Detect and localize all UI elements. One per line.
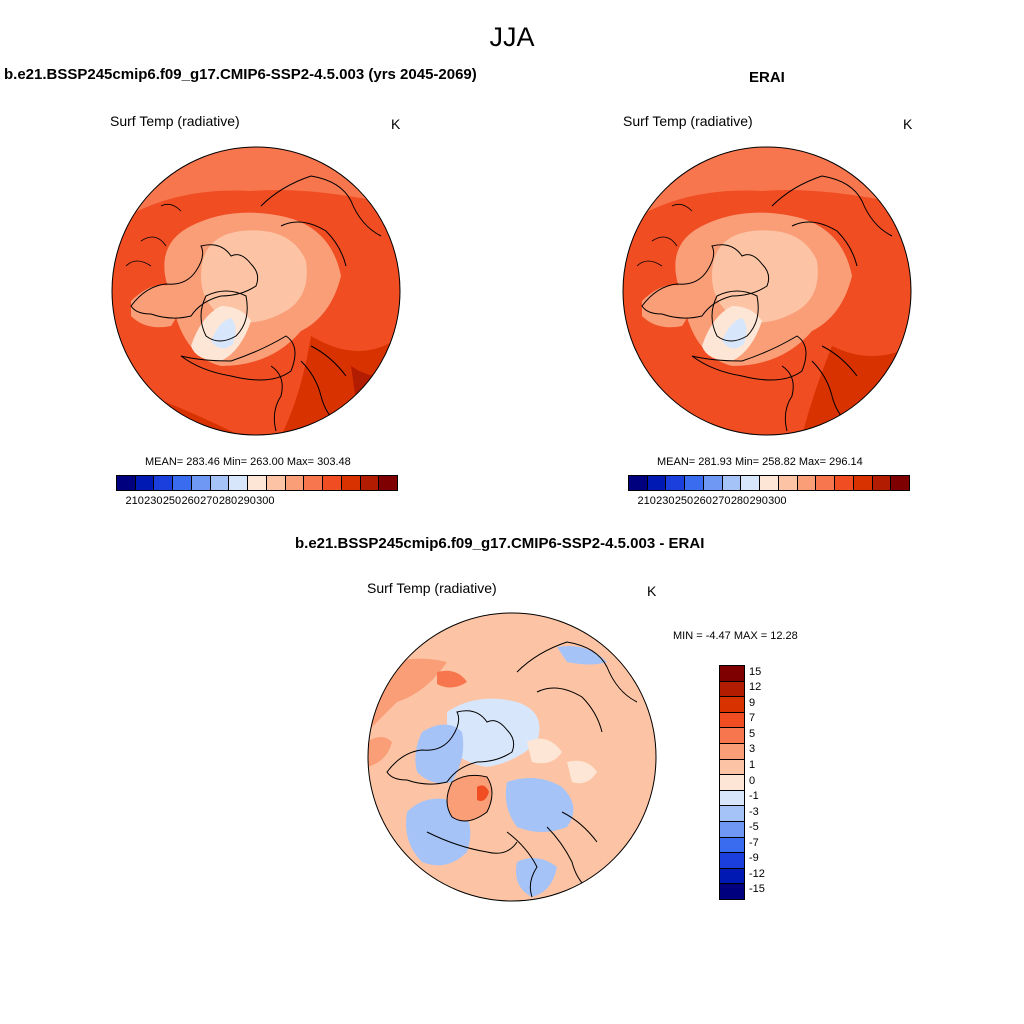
model-colorbar-swatch [229, 476, 249, 490]
model-colorbar-tick-label: 230 [144, 495, 163, 507]
diff-colorbar-tick-label: 0 [749, 774, 756, 787]
diff-colorbar-tick-label: 7 [749, 712, 756, 725]
diff-colorbar-tick-label: -7 [749, 836, 759, 849]
model-colorbar-swatch [135, 476, 155, 490]
obs-colorbar-swatch [703, 476, 723, 490]
diff-colorbar-swatch [720, 712, 744, 729]
obs-colorbar [628, 475, 910, 491]
obs-colorbar-tick-label: 260 [693, 495, 712, 507]
model-colorbar-tick-label: 280 [218, 495, 238, 507]
diff-colorbar-swatch [720, 743, 744, 760]
obs-colorbar-swatch [666, 476, 686, 490]
diff-colorbar-swatch [720, 790, 744, 807]
diff-polar-map [367, 612, 657, 902]
main-title: JJA [489, 22, 535, 52]
model-colorbar-swatch [248, 476, 267, 490]
model-colorbar-swatch [266, 476, 286, 490]
diff-colorbar-swatch [720, 837, 744, 854]
diff-panel-title: b.e21.BSSP245cmip6.f09_g17.CMIP6-SSP2-4.… [295, 535, 705, 552]
model-polar-map [111, 146, 401, 436]
obs-colorbar-swatch [872, 476, 892, 490]
diff-colorbar-tick-label: -15 [749, 883, 765, 896]
model-panel-title: b.e21.BSSP245cmip6.f09_g17.CMIP6-SSP2-4.… [4, 66, 477, 83]
obs-colorbar-swatch [853, 476, 873, 490]
diff-colorbar-swatch [720, 853, 744, 869]
model-units-label: K [391, 116, 401, 132]
model-colorbar-swatch [210, 476, 230, 490]
model-colorbar [116, 475, 398, 491]
diff-colorbar-tick-label: -9 [749, 852, 759, 865]
diff-colorbar-swatch [720, 681, 744, 698]
obs-colorbar-swatch [741, 476, 761, 490]
diff-units-label: K [647, 583, 657, 599]
diff-colorbar-tick-label: 15 [749, 665, 762, 678]
obs-colorbar-swatch [685, 476, 704, 490]
model-colorbar-swatch [379, 476, 398, 490]
obs-colorbar-swatch [891, 476, 910, 490]
obs-colorbar-swatch [760, 476, 779, 490]
model-colorbar-swatch [117, 476, 136, 490]
model-colorbar-swatch [191, 476, 211, 490]
obs-colorbar-tick-label: 270 [712, 495, 731, 507]
obs-field-label: Surf Temp (radiative) [623, 113, 753, 129]
model-colorbar-swatch [360, 476, 380, 490]
diff-colorbar-swatch [720, 697, 744, 713]
model-colorbar-swatch [285, 476, 305, 490]
model-field-label: Surf Temp (radiative) [110, 113, 240, 129]
diff-colorbar-swatch [720, 868, 744, 885]
obs-colorbar-tick-label: 300 [768, 495, 787, 507]
diff-colorbar-tick-label: 9 [749, 696, 756, 709]
diff-colorbar-tick-label: 3 [749, 743, 756, 756]
model-colorbar-tick-label: 300 [256, 495, 275, 507]
model-colorbar-swatch [154, 476, 174, 490]
model-colorbar-swatch [323, 476, 342, 490]
obs-colorbar-swatch [835, 476, 854, 490]
obs-colorbar-tick-label: 210 [637, 495, 656, 507]
obs-colorbar-swatch [629, 476, 648, 490]
model-colorbar-tick-label: 250 [162, 495, 182, 507]
diff-colorbar-tick-label: 5 [749, 727, 756, 740]
model-colorbar-swatch [341, 476, 361, 490]
obs-colorbar-swatch [647, 476, 667, 490]
diff-colorbar-swatch [720, 775, 744, 791]
diff-colorbar-swatch [720, 884, 744, 899]
obs-units-label: K [903, 116, 913, 132]
obs-panel-title: ERAI [749, 69, 785, 86]
obs-colorbar-tick-label: 280 [730, 495, 750, 507]
diff-colorbar-tick-label: -5 [749, 821, 759, 834]
model-colorbar-tick-label: 290 [237, 495, 256, 507]
obs-colorbar-swatch [816, 476, 836, 490]
model-colorbar-swatch [173, 476, 192, 490]
obs-colorbar-swatch [797, 476, 817, 490]
model-stats: MEAN= 283.46 Min= 263.00 Max= 303.48 [145, 456, 351, 468]
obs-stats: MEAN= 281.93 Min= 258.82 Max= 296.14 [657, 456, 863, 468]
obs-colorbar-tick-label: 290 [749, 495, 768, 507]
diff-colorbar [719, 665, 745, 900]
model-colorbar-tick-label: 260 [181, 495, 200, 507]
model-colorbar-tick-label: 270 [200, 495, 219, 507]
diff-field-label: Surf Temp (radiative) [367, 580, 497, 596]
diff-colorbar-tick-label: -1 [749, 790, 759, 803]
obs-colorbar-swatch [722, 476, 742, 490]
diff-colorbar-swatch [720, 806, 744, 822]
obs-colorbar-tick-label: 230 [656, 495, 675, 507]
obs-colorbar-tick-label: 250 [674, 495, 694, 507]
obs-colorbar-swatch [778, 476, 798, 490]
model-colorbar-swatch [304, 476, 324, 490]
diff-colorbar-swatch [720, 666, 744, 682]
diff-colorbar-swatch [720, 728, 744, 744]
diff-colorbar-tick-label: 12 [749, 681, 762, 694]
diff-colorbar-tick-label: -3 [749, 805, 759, 818]
diff-stats: MIN = -4.47 MAX = 12.28 [673, 630, 798, 642]
diff-colorbar-tick-label: 1 [749, 758, 756, 771]
diff-colorbar-swatch [720, 821, 744, 838]
diff-colorbar-tick-label: -12 [749, 867, 765, 880]
diff-colorbar-swatch [720, 759, 744, 776]
obs-polar-map [622, 146, 912, 436]
model-colorbar-tick-label: 210 [125, 495, 144, 507]
